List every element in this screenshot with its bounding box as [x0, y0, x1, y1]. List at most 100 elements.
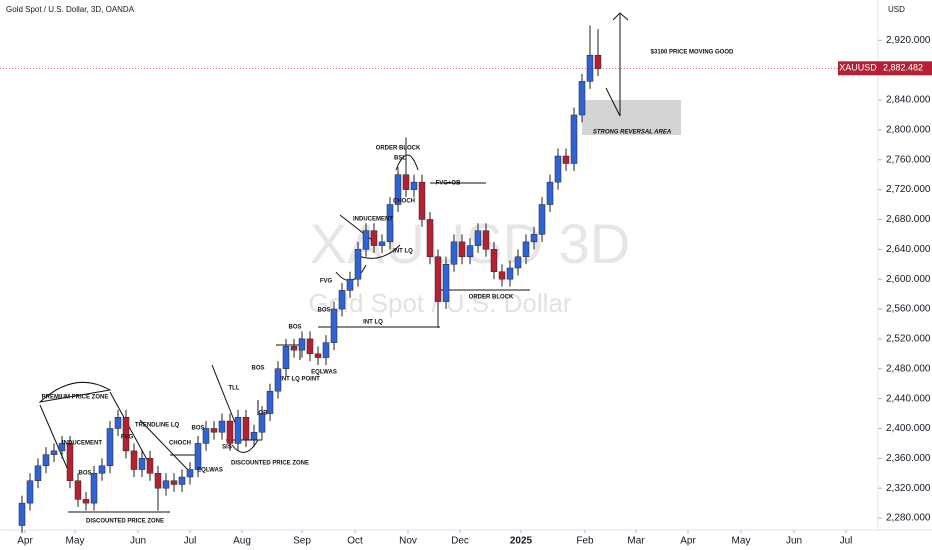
candle-body [402, 174, 410, 190]
candle-body [234, 417, 242, 444]
x-tick-label: Jul [840, 536, 853, 547]
candle-body [322, 342, 330, 358]
candle-body [338, 290, 346, 310]
candle-body [258, 413, 266, 433]
y-tick-label: 2,360.000 [886, 453, 931, 464]
candle-body [482, 230, 490, 250]
annotation: BOS [78, 471, 91, 477]
x-tick-label: May [732, 536, 751, 547]
x-tick-label: Dec [451, 536, 469, 547]
x-tick-label: Mar [627, 536, 645, 547]
candle-body [250, 431, 258, 440]
annotation: BOS [191, 426, 204, 432]
candle-body [106, 428, 114, 467]
candle-body [98, 465, 106, 474]
candle-body [586, 54, 594, 82]
candle-body [554, 155, 562, 183]
x-tick-label: Aug [233, 536, 251, 547]
candle-body [362, 230, 370, 250]
symbol-label: XAUUSD [839, 63, 877, 73]
x-tick-label: Feb [576, 536, 594, 547]
candle-body [546, 181, 554, 205]
annotation: ORDER BLOCK [469, 295, 514, 301]
candle-body [266, 390, 274, 414]
candle-body [154, 473, 162, 489]
candle-body [522, 241, 530, 258]
candle-body [506, 267, 514, 280]
annotation: TRENDLINE LQ [135, 423, 180, 429]
candle-body [578, 81, 586, 116]
annotation: STRONG REVERSAL AREA [593, 130, 671, 136]
annotation: DISCOUNTED PRICE ZONE [231, 461, 309, 467]
y-tick-label: 2,400.000 [886, 423, 931, 434]
annotation: TLL [229, 386, 240, 392]
y-tick-label: 2,280.000 [886, 513, 931, 524]
candle-body [314, 353, 322, 358]
candle-body [490, 249, 498, 272]
annotation: INT LQ [363, 320, 383, 326]
candle-body [18, 502, 26, 526]
price-badge [878, 61, 932, 76]
candle-body [274, 368, 282, 392]
annotation: EQLWAS [311, 370, 337, 376]
candle-body [170, 480, 178, 485]
x-tick-label: Jun [130, 536, 146, 547]
candle-body [34, 465, 42, 481]
y-tick-label: 2,680.000 [886, 214, 931, 225]
y-unit: USD [888, 5, 905, 14]
annotation: EQLWAS [197, 468, 223, 474]
reversal-zone [582, 100, 681, 135]
annotation: BOS [251, 366, 264, 372]
candle-body [330, 308, 338, 343]
candle-body [418, 181, 426, 220]
annotation: FVG+OB [436, 181, 462, 187]
y-tick-label: 2,720.000 [886, 184, 931, 195]
y-tick-label: 2,920.000 [886, 35, 931, 46]
annotation: ORDER BLOCK [376, 146, 421, 152]
candle-body [202, 428, 210, 444]
candle-body [466, 245, 474, 258]
y-tick-label: 2,520.000 [886, 334, 931, 345]
candle-body [434, 256, 442, 302]
candle-body [458, 241, 466, 258]
annotation: OB [259, 411, 269, 417]
candle-body [210, 428, 218, 433]
annotation: BOS [317, 308, 330, 314]
candle-body [514, 256, 522, 269]
candle-body [50, 450, 58, 455]
candle-body [426, 219, 434, 258]
candle-body [242, 417, 250, 440]
x-tick-label: Apr [17, 536, 33, 547]
x-tick-label: May [66, 536, 85, 547]
candle-body [282, 346, 290, 370]
candle-body [370, 230, 378, 246]
annotation: $3100 PRICE MOVING GOOD [651, 50, 734, 56]
x-tick-label: Sep [293, 536, 311, 547]
chart-title: Gold Spot / U.S. Dollar, 3D, OANDA [6, 5, 135, 14]
x-tick-label: 2025 [510, 536, 533, 547]
candle-body [162, 480, 170, 489]
candle-body [474, 230, 482, 246]
annotation: FVG [320, 279, 333, 285]
candle-body [306, 338, 314, 355]
annotation: SIS [222, 445, 232, 451]
y-tick-label: 2,560.000 [886, 304, 931, 315]
y-tick-label: 2,480.000 [886, 363, 931, 374]
annotation: FVG [121, 435, 134, 441]
annotation: PREMIUM PRICE ZONE [42, 395, 109, 401]
candle-body [298, 338, 306, 351]
candle-body [122, 417, 130, 452]
candle-body [386, 204, 394, 243]
annotation: INDUCEMENT [353, 217, 393, 223]
candle-body [186, 469, 194, 478]
annotation: BSL [394, 156, 406, 162]
y-tick-label: 2,800.000 [886, 125, 931, 136]
candle-body [562, 155, 570, 164]
candle-body [538, 204, 546, 235]
annotation: INDUCEMENT [62, 441, 102, 447]
annotation: CHOCH [169, 441, 191, 447]
annotation: BOS [288, 325, 301, 331]
annotation: INT LQ [393, 249, 413, 255]
